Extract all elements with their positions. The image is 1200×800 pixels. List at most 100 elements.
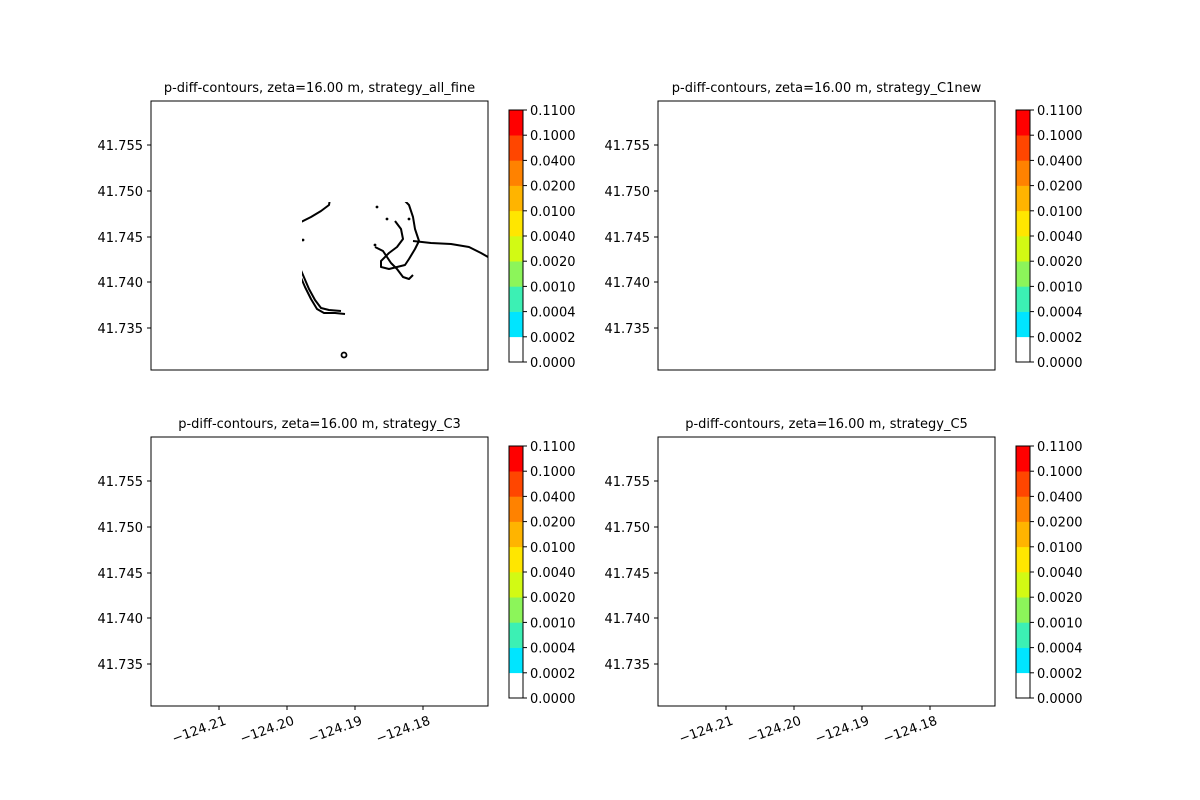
- y-tick-label: 41.735: [98, 658, 144, 673]
- coastline-contour: [185, 437, 293, 525]
- island-contour: [849, 689, 854, 694]
- chart-title: p-diff-contours, zeta=16.00 m, strategy_…: [164, 81, 475, 96]
- colorbar-tick-label: 0.0004: [530, 642, 576, 657]
- colorbar-tick-label: 0.0400: [530, 154, 576, 169]
- chart-panel-4: p-diff-contours, zeta=16.00 m, strategy_…: [605, 417, 1083, 747]
- y-tick-label: 41.750: [98, 521, 144, 536]
- island-dot: [168, 499, 171, 502]
- coastline-contour: [289, 237, 301, 249]
- island-dot: [915, 218, 918, 221]
- x-tick-label: −124.19: [306, 714, 364, 747]
- colorbar-segment: [1016, 336, 1030, 363]
- coastline-contour: [746, 495, 766, 521]
- colorbar-segment: [1016, 521, 1030, 548]
- island-contour: [766, 573, 778, 583]
- colorbar-segment: [509, 647, 523, 674]
- island-contour: [259, 237, 271, 247]
- island-contour: [769, 576, 775, 581]
- y-tick-label: 41.745: [605, 567, 651, 582]
- axes-frame: [150, 100, 489, 371]
- y-tick-label: 41.745: [98, 567, 144, 582]
- colorbar-tick-label: 0.1100: [1037, 440, 1083, 455]
- island-dot: [741, 228, 744, 231]
- colorbar-tick-label: 0.0020: [530, 591, 576, 606]
- colorbar-tick-label: 0.1100: [530, 440, 576, 455]
- chart-title: p-diff-contours, zeta=16.00 m, strategy_…: [178, 417, 461, 432]
- island-dot: [407, 217, 411, 221]
- colorbar-tick-label: 0.0010: [1037, 280, 1083, 295]
- island-dot: [376, 542, 379, 545]
- colorbar-tick-label: 0.0400: [1037, 490, 1083, 505]
- island-dot: [385, 217, 389, 221]
- island-dot: [161, 495, 164, 498]
- island-dot: [668, 159, 671, 162]
- colorbar-tick-label: 0.0040: [530, 230, 576, 245]
- island-dot: [373, 243, 377, 247]
- colorbar-tick-label: 0.0020: [1037, 255, 1083, 270]
- colorbar-tick-label: 0.0004: [530, 306, 576, 321]
- island-dot: [168, 163, 171, 166]
- island-contour: [259, 573, 271, 583]
- colorbar-tick-label: 0.0010: [530, 280, 576, 295]
- colorbar-segment: [509, 210, 523, 237]
- axes-frame: [150, 436, 489, 707]
- coastline-contour: [375, 583, 413, 615]
- coastline-contour: [151, 474, 345, 650]
- coastline-contour: [692, 437, 800, 525]
- colorbar-tick-label: 0.0020: [1037, 591, 1083, 606]
- y-tick-label: 41.750: [98, 185, 144, 200]
- colorbar-segment: [509, 521, 523, 548]
- chart-panel-2: p-diff-contours, zeta=16.00 m, strategy_…: [605, 81, 1083, 371]
- colorbar-tick-label: 0.0004: [1037, 642, 1083, 657]
- colorbar-tick-label: 0.0040: [1037, 566, 1083, 581]
- colorbar-segment: [509, 311, 523, 338]
- colorbar-tick-label: 0.0040: [1037, 230, 1083, 245]
- colorbar-segment: [509, 546, 523, 573]
- coastline-contours: [658, 437, 995, 694]
- y-tick-label: 41.750: [605, 185, 651, 200]
- colorbar-tick-label: 0.0200: [1037, 516, 1083, 531]
- island-dot: [893, 218, 896, 221]
- y-tick-label: 41.755: [98, 139, 144, 154]
- island-contour: [284, 289, 291, 295]
- axes-frame: [657, 436, 996, 707]
- colorbar-segment: [1016, 210, 1030, 237]
- colorbar-tick-label: 0.0020: [530, 255, 576, 270]
- colorbar-tick-label: 0.0100: [530, 205, 576, 220]
- colorbar-segment: [1016, 622, 1030, 648]
- y-tick-label: 41.735: [605, 322, 651, 337]
- colorbar-segment: [509, 672, 523, 699]
- island-dot: [733, 210, 736, 213]
- colorbar-segment: [509, 160, 523, 186]
- x-tick-label: −124.20: [238, 714, 296, 747]
- island-contour: [262, 240, 268, 245]
- chart-panel-3: p-diff-contours, zeta=16.00 m, strategy_…: [98, 417, 576, 747]
- island-dot: [675, 499, 678, 502]
- coastline-contour: [920, 241, 995, 257]
- coastline-contour: [302, 270, 342, 312]
- island-dot: [408, 554, 411, 557]
- island-dot: [881, 580, 884, 583]
- colorbar-tick-label: 0.0002: [530, 331, 576, 346]
- colorbar-segment: [509, 622, 523, 648]
- coastline-contour: [920, 577, 995, 593]
- colorbar-segment: [1016, 572, 1030, 598]
- coastline-contour: [796, 573, 808, 585]
- coastline-contour: [882, 583, 920, 615]
- colorbar-tick-label: 0.0040: [530, 566, 576, 581]
- colorbar-tick-label: 0.0200: [530, 180, 576, 195]
- colorbar-segment: [1016, 185, 1030, 212]
- y-tick-label: 41.755: [605, 475, 651, 490]
- colorbar-segment: [509, 135, 523, 161]
- island-contour: [766, 237, 778, 247]
- y-tick-label: 41.740: [605, 276, 651, 291]
- colorbar-segment: [509, 597, 523, 623]
- x-tick-label: −124.21: [677, 714, 735, 747]
- colorbar-segment: [509, 496, 523, 522]
- coastline-contour: [374, 246, 414, 280]
- coastline-contour: [796, 237, 808, 249]
- colorbar-segment: [1016, 286, 1030, 312]
- colorbar-tick-label: 0.0010: [1037, 616, 1083, 631]
- island-dot: [302, 238, 305, 242]
